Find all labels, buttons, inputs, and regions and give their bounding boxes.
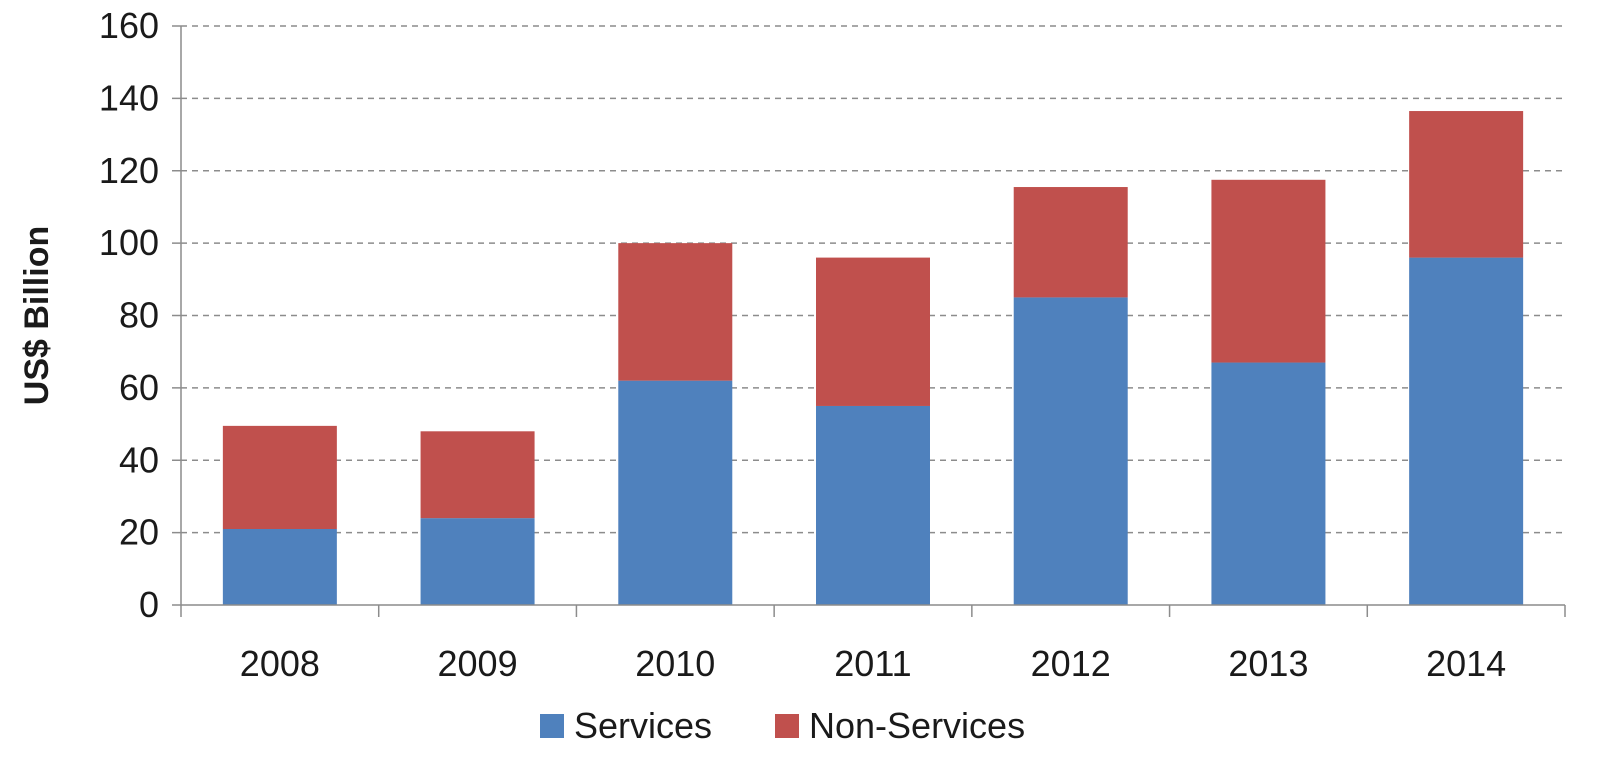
y-axis-title: US$ Billion (18, 226, 56, 405)
legend-label: Services (574, 705, 712, 746)
x-tick-label: 2011 (834, 643, 911, 684)
legend-swatch-services (540, 714, 564, 738)
bar-services-2008 (222, 529, 337, 605)
x-tick-label: 2013 (1228, 643, 1308, 684)
bar-non-services-2008 (222, 425, 337, 530)
axes (180, 26, 1565, 606)
x-tick-label: 2014 (1426, 643, 1506, 684)
y-tick-label: 80 (119, 295, 159, 336)
legend-swatch-non-services (775, 714, 799, 738)
y-tick-label: 160 (99, 5, 159, 46)
x-tick-label: 2009 (438, 643, 518, 684)
legend-label: Non-Services (809, 705, 1025, 746)
bar-non-services-2011 (816, 257, 930, 406)
y-tick-labels: 0 20 40 60 80 100 120 140 160 (99, 5, 159, 625)
x-tick-labels: 2008 2009 2010 2011 2012 2013 2014 (240, 643, 1506, 684)
y-tick-label: 120 (99, 150, 159, 191)
y-tick-label: 0 (139, 584, 159, 625)
y-tick-label: 20 (119, 512, 159, 553)
x-tick-label: 2012 (1031, 643, 1111, 684)
gridlines (172, 25, 1566, 617)
y-tick-label: 40 (119, 439, 159, 480)
x-tick-label: 2008 (240, 643, 320, 684)
bar-services-2014 (1409, 257, 1524, 605)
bar-non-services-2010 (618, 243, 733, 381)
bar-non-services-2014 (1409, 111, 1524, 258)
bars (222, 111, 1524, 605)
legend: Services Non-Services (540, 705, 1025, 746)
bar-services-2013 (1211, 362, 1326, 605)
bar-non-services-2012 (1013, 187, 1128, 298)
x-tick-label: 2010 (635, 643, 715, 684)
bar-non-services-2009 (420, 431, 535, 519)
bar-services-2009 (420, 518, 535, 605)
bar-services-2010 (618, 380, 733, 605)
bar-non-services-2013 (1211, 179, 1326, 363)
bar-services-2011 (816, 405, 930, 605)
y-tick-label: 140 (99, 77, 159, 118)
y-tick-label: 100 (99, 222, 159, 263)
y-tick-label: 60 (119, 367, 159, 408)
bar-services-2012 (1013, 297, 1128, 605)
